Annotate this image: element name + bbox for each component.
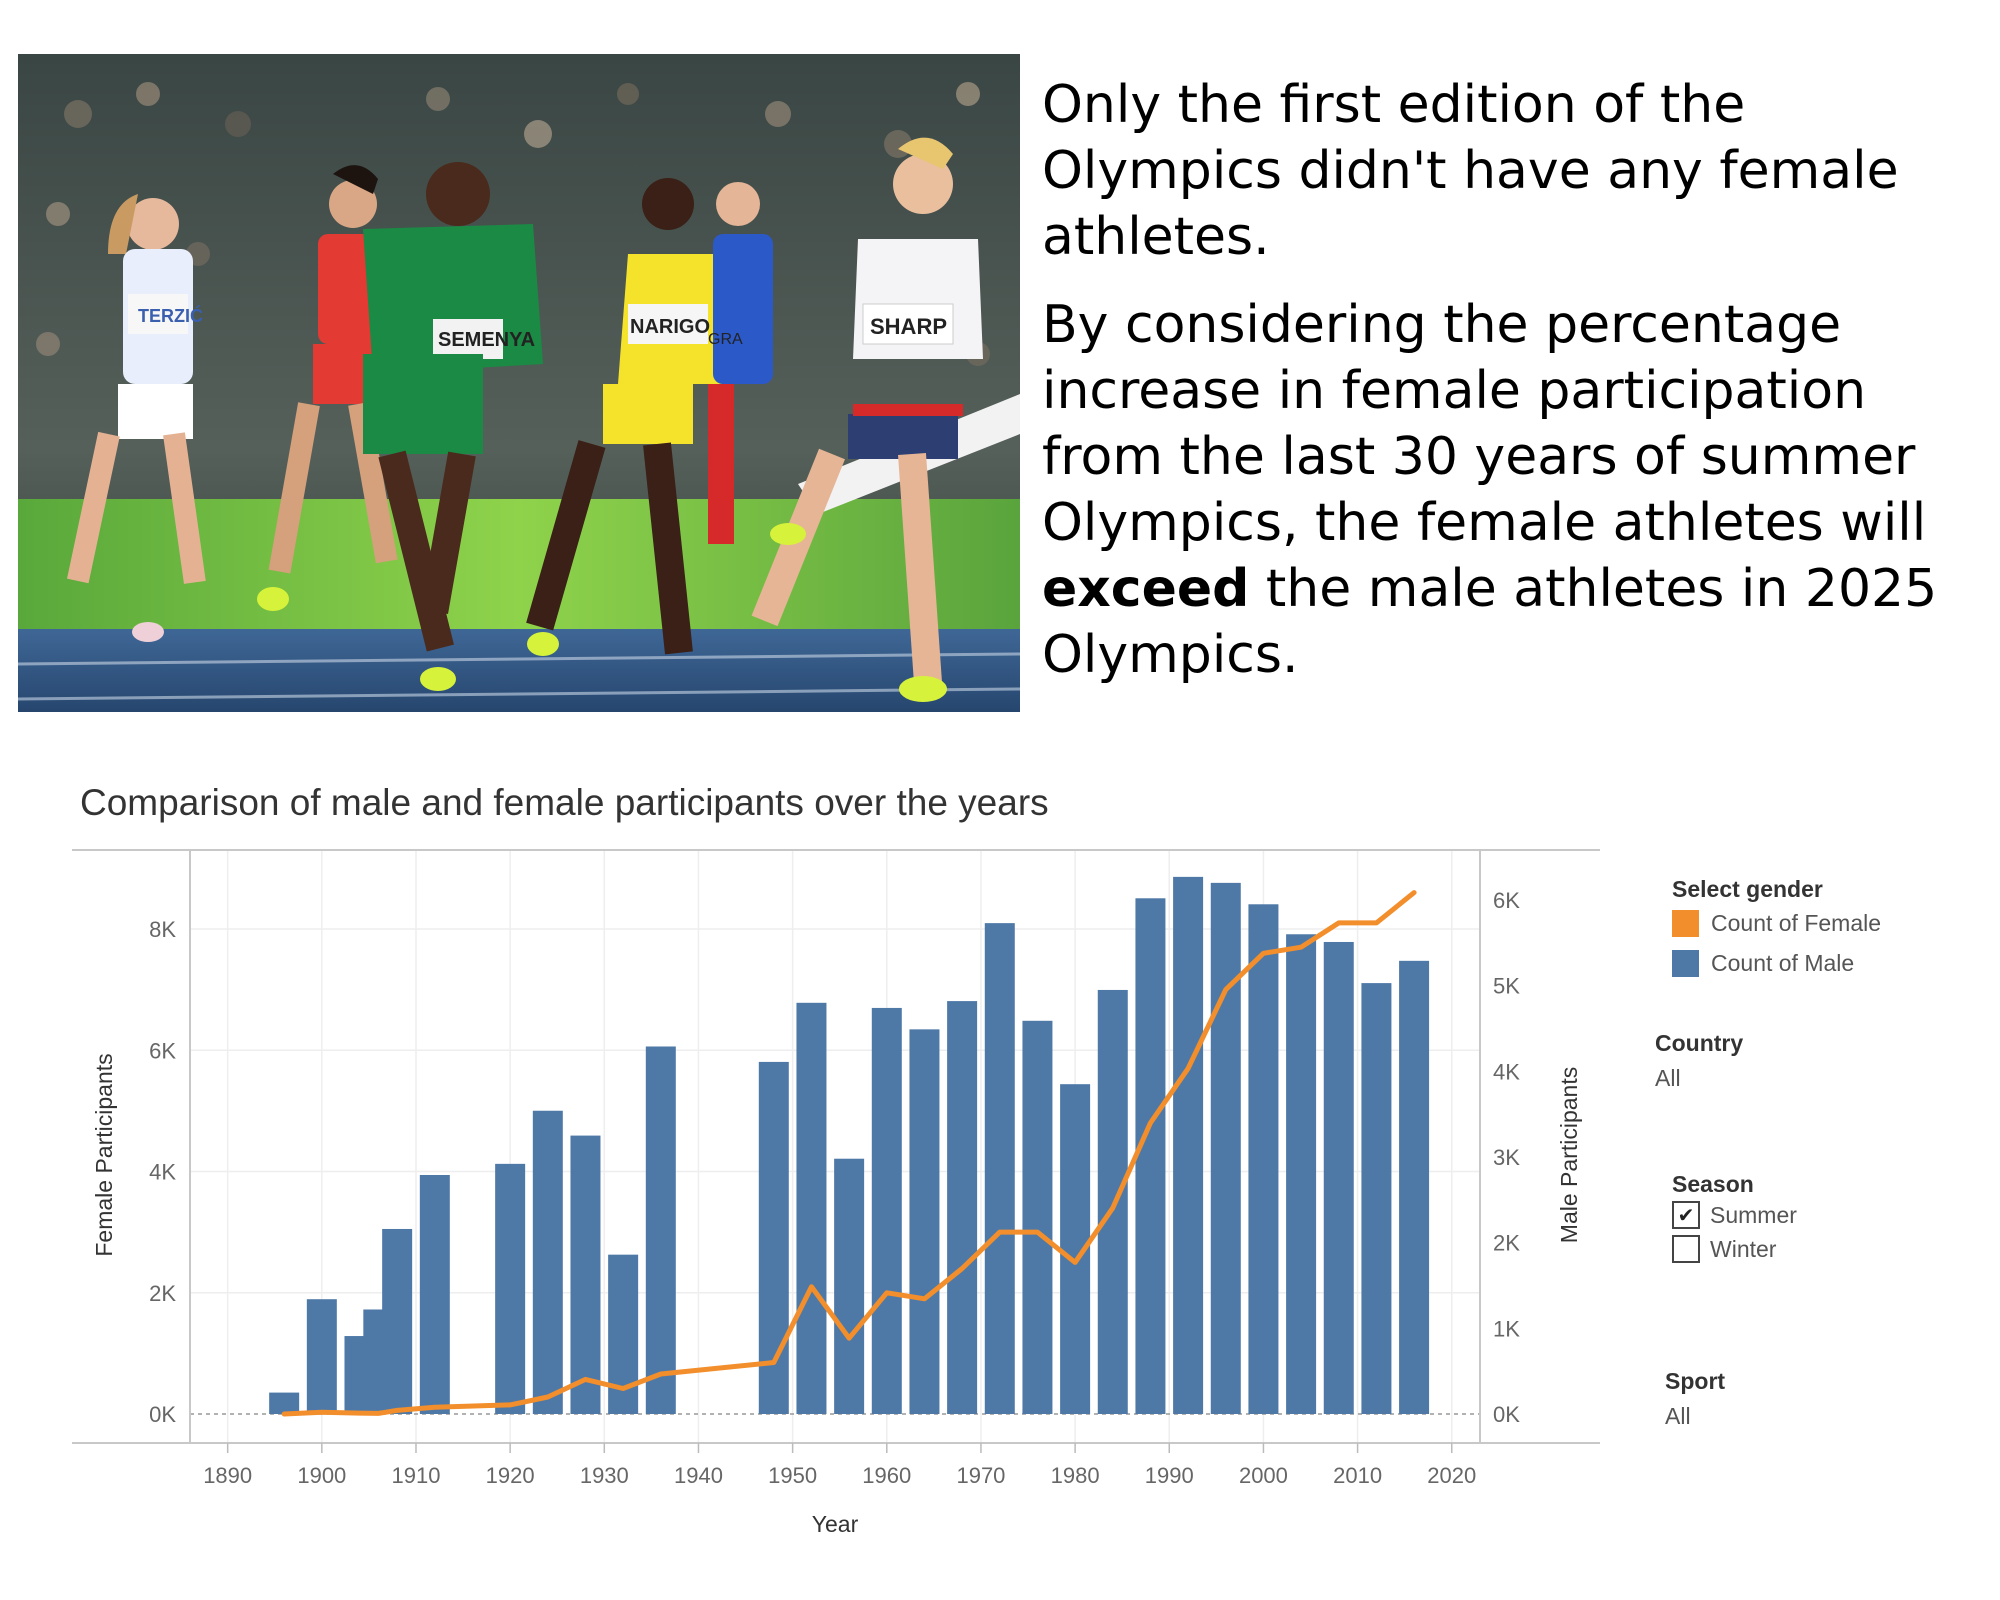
runner-4: NARIGO <box>526 178 728 656</box>
x-tick-label: 1930 <box>580 1463 629 1488</box>
y-left-tick-label: 8K <box>149 917 176 942</box>
male-bar-1952 <box>796 1002 827 1414</box>
svg-text:SHARP: SHARP <box>870 314 947 339</box>
male-bar-1956 <box>834 1158 865 1414</box>
male-bar-1924 <box>532 1110 563 1414</box>
winter-checkbox[interactable] <box>1672 1235 1700 1263</box>
x-tick-label: 1900 <box>297 1463 346 1488</box>
male-bar-1896 <box>269 1392 300 1414</box>
y-right-tick-label: 1K <box>1493 1316 1520 1341</box>
sport-filter-value[interactable]: All <box>1665 1403 1691 1429</box>
male-bar-1960 <box>871 1007 902 1414</box>
legend-item-female[interactable]: Count of Female <box>1672 903 1881 943</box>
male-bar-1920 <box>495 1163 526 1414</box>
x-tick-label: 1960 <box>862 1463 911 1488</box>
x-tick-label: 1990 <box>1145 1463 1194 1488</box>
y-right-tick-label: 4K <box>1493 1059 1520 1084</box>
legend-swatch-female <box>1672 909 1699 937</box>
gender-legend: Select gender Count of Female Count of M… <box>1672 876 1881 983</box>
y-axis-right-label: Male Participants <box>1556 1067 1582 1243</box>
x-tick-label: 2020 <box>1427 1463 1476 1488</box>
story-paragraph-2: By considering the percentage increase i… <box>1042 292 1990 688</box>
svg-text:SEMENYA: SEMENYA <box>438 329 535 351</box>
season-filter-title: Season <box>1672 1171 1754 1197</box>
y-left-tick-label: 6K <box>149 1038 176 1063</box>
x-tick-label: 2010 <box>1333 1463 1382 1488</box>
male-bar-1968 <box>947 1001 978 1414</box>
x-tick-label: 2000 <box>1239 1463 1288 1488</box>
country-filter-title: Country <box>1655 1030 1744 1056</box>
y-left-tick-label: 4K <box>149 1160 176 1185</box>
male-bar-1992 <box>1173 876 1204 1414</box>
runner-5: GRA <box>708 182 773 384</box>
season-option-winter[interactable]: Winter <box>1672 1232 1797 1266</box>
runner-6: SHARP <box>751 137 983 702</box>
olympic-runners-image: TERZIĆ SEMENYA <box>18 54 1020 712</box>
country-filter[interactable]: Country All <box>1655 1030 1743 1092</box>
male-bars <box>269 876 1430 1414</box>
x-tick-label: 1980 <box>1051 1463 1100 1488</box>
svg-text:NARIGO: NARIGO <box>630 316 710 338</box>
male-bar-1900 <box>306 1299 337 1414</box>
male-bar-2008 <box>1323 941 1354 1414</box>
summer-checkbox[interactable]: ✔ <box>1672 1201 1700 1229</box>
x-tick-label: 1920 <box>486 1463 535 1488</box>
legend-label-female: Count of Female <box>1711 909 1882 936</box>
story-emphasis: exceed <box>1042 559 1250 619</box>
male-bar-1976 <box>1022 1020 1053 1414</box>
runner-1: TERZIĆ <box>67 194 206 642</box>
y-left-tick-label: 0K <box>149 1402 176 1427</box>
y-right-tick-label: 0K <box>1493 1402 1520 1427</box>
y-right-tick-label: 3K <box>1493 1145 1520 1170</box>
x-tick-label: 1910 <box>392 1463 441 1488</box>
female-line-path <box>281 890 1417 1417</box>
male-bar-1964 <box>909 1029 940 1414</box>
legend-item-male[interactable]: Count of Male <box>1672 943 1881 983</box>
male-bar-1908 <box>382 1228 413 1414</box>
winter-label: Winter <box>1710 1235 1777 1262</box>
male-bar-1912 <box>419 1174 450 1414</box>
x-axis-label: Year <box>812 1511 859 1537</box>
y-right-tick-label: 2K <box>1493 1231 1520 1256</box>
story-text-pre: By considering the percentage increase i… <box>1042 295 1927 553</box>
runner-3: SEMENYA <box>363 162 543 691</box>
male-bar-1948 <box>758 1061 789 1414</box>
olympic-runners-photo: TERZIĆ SEMENYA <box>18 54 1020 712</box>
male-bar-2000 <box>1248 904 1279 1414</box>
male-bar-1928 <box>570 1135 601 1414</box>
story-text: Only the first edition of the Olympics d… <box>1042 72 1990 710</box>
legend-swatch-male <box>1672 949 1699 977</box>
male-bar-1988 <box>1135 898 1166 1414</box>
y-left-tick-label: 2K <box>149 1281 176 1306</box>
x-tick-label: 1970 <box>956 1463 1005 1488</box>
y-right-tick-label: 5K <box>1493 974 1520 999</box>
y-right-tick-label: 6K <box>1493 888 1520 913</box>
story-text-post: the male athletes in 2025 Olympics. <box>1042 559 1938 685</box>
male-bar-1972 <box>984 923 1015 1414</box>
male-bar-2012 <box>1361 983 1392 1414</box>
x-tick-label: 1940 <box>674 1463 723 1488</box>
chart-title: Comparison of male and female participan… <box>80 782 1049 823</box>
female-line <box>281 890 1417 1417</box>
country-filter-value[interactable]: All <box>1655 1065 1681 1091</box>
male-bar-1996 <box>1210 882 1241 1414</box>
male-bar-1936 <box>645 1046 676 1414</box>
male-bar-2016 <box>1399 960 1430 1414</box>
sport-filter[interactable]: Sport All <box>1665 1368 1725 1430</box>
season-option-summer[interactable]: ✔ Summer <box>1672 1198 1797 1232</box>
svg-text:GRA: GRA <box>708 331 743 348</box>
svg-text:TERZIĆ: TERZIĆ <box>138 305 203 326</box>
summer-label: Summer <box>1710 1201 1797 1228</box>
sport-filter-title: Sport <box>1665 1368 1726 1394</box>
legend-title: Select gender <box>1672 876 1823 902</box>
story-paragraph-1: Only the first edition of the Olympics d… <box>1042 75 1899 267</box>
x-tick-label: 1950 <box>768 1463 817 1488</box>
male-bar-2004 <box>1286 934 1317 1414</box>
season-filter: Season ✔ Summer Winter <box>1672 1171 1797 1266</box>
chart-axes: 1890 1900 1910 1920 1930 1940 1950 1960 1970 1980… <box>72 849 1600 1488</box>
legend-label-male: Count of Male <box>1711 949 1855 976</box>
y-axis-left-label: Female Participants <box>91 1053 117 1256</box>
x-tick-label: 1890 <box>203 1463 252 1488</box>
